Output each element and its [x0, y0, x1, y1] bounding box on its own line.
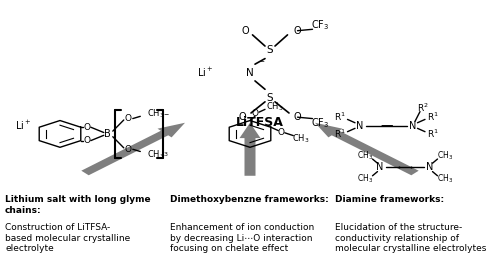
- Text: O: O: [241, 26, 249, 36]
- Text: R$^1$: R$^1$: [334, 128, 346, 140]
- Text: CF$_3$: CF$_3$: [311, 116, 329, 130]
- Text: Lithium salt with long glyme
chains:: Lithium salt with long glyme chains:: [5, 195, 150, 215]
- Text: R$^2$: R$^2$: [416, 101, 428, 114]
- Text: CH$_3$: CH$_3$: [357, 172, 373, 185]
- Text: Enhancement of ion conduction
by decreasing Li⋯O interaction
focusing on chelate: Enhancement of ion conduction by decreas…: [170, 223, 314, 253]
- Text: —: —: [380, 119, 392, 132]
- Text: O: O: [84, 136, 90, 145]
- Text: N: N: [409, 121, 416, 131]
- Text: LiTFSA: LiTFSA: [236, 116, 284, 129]
- Text: O: O: [124, 114, 132, 123]
- Text: $^{-}$: $^{-}$: [164, 111, 170, 120]
- Text: CH$_3$: CH$_3$: [266, 100, 284, 113]
- Text: CH$_3$: CH$_3$: [437, 172, 453, 185]
- Text: O: O: [84, 123, 90, 132]
- Text: B: B: [104, 129, 111, 139]
- Polygon shape: [315, 123, 418, 175]
- Text: $_{3}$: $_{3}$: [163, 150, 168, 159]
- Text: CH$_3$: CH$_3$: [437, 150, 453, 162]
- Text: N: N: [246, 68, 254, 78]
- Text: CH$_3$: CH$_3$: [146, 148, 164, 160]
- Text: Dimethoxybenzne frameworks:: Dimethoxybenzne frameworks:: [170, 195, 329, 204]
- Text: CH$_3$: CH$_3$: [146, 107, 164, 120]
- Text: S: S: [266, 93, 274, 103]
- Text: O: O: [124, 145, 132, 154]
- Text: $^{-}$: $^{-}$: [260, 58, 266, 67]
- Text: CH$_3$: CH$_3$: [357, 150, 373, 162]
- Text: O: O: [238, 112, 246, 122]
- Text: N: N: [356, 121, 364, 131]
- Polygon shape: [240, 123, 260, 176]
- Text: Li$^+$: Li$^+$: [15, 119, 32, 132]
- Text: R$^1$: R$^1$: [426, 111, 438, 123]
- Text: Elucidation of the structure-
conductivity relationship of
molecular crystalline: Elucidation of the structure- conductivi…: [335, 223, 486, 253]
- Text: CF$_3$: CF$_3$: [311, 18, 329, 32]
- Text: N: N: [376, 162, 384, 172]
- Text: R$^1$: R$^1$: [334, 111, 346, 123]
- Text: Diamine frameworks:: Diamine frameworks:: [335, 195, 444, 204]
- Text: O: O: [294, 26, 302, 36]
- Text: Construction of LiTFSA-
based molecular crystalline
electrolyte: Construction of LiTFSA- based molecular …: [5, 223, 130, 253]
- Text: O: O: [294, 112, 302, 122]
- Text: O: O: [278, 128, 284, 137]
- Polygon shape: [82, 123, 185, 175]
- Text: O: O: [252, 109, 258, 118]
- Text: R$^1$: R$^1$: [426, 128, 438, 140]
- Text: S: S: [266, 45, 274, 55]
- Text: N: N: [426, 162, 434, 172]
- Text: CH$_3$: CH$_3$: [292, 132, 310, 145]
- Text: Li$^+$: Li$^+$: [197, 66, 213, 79]
